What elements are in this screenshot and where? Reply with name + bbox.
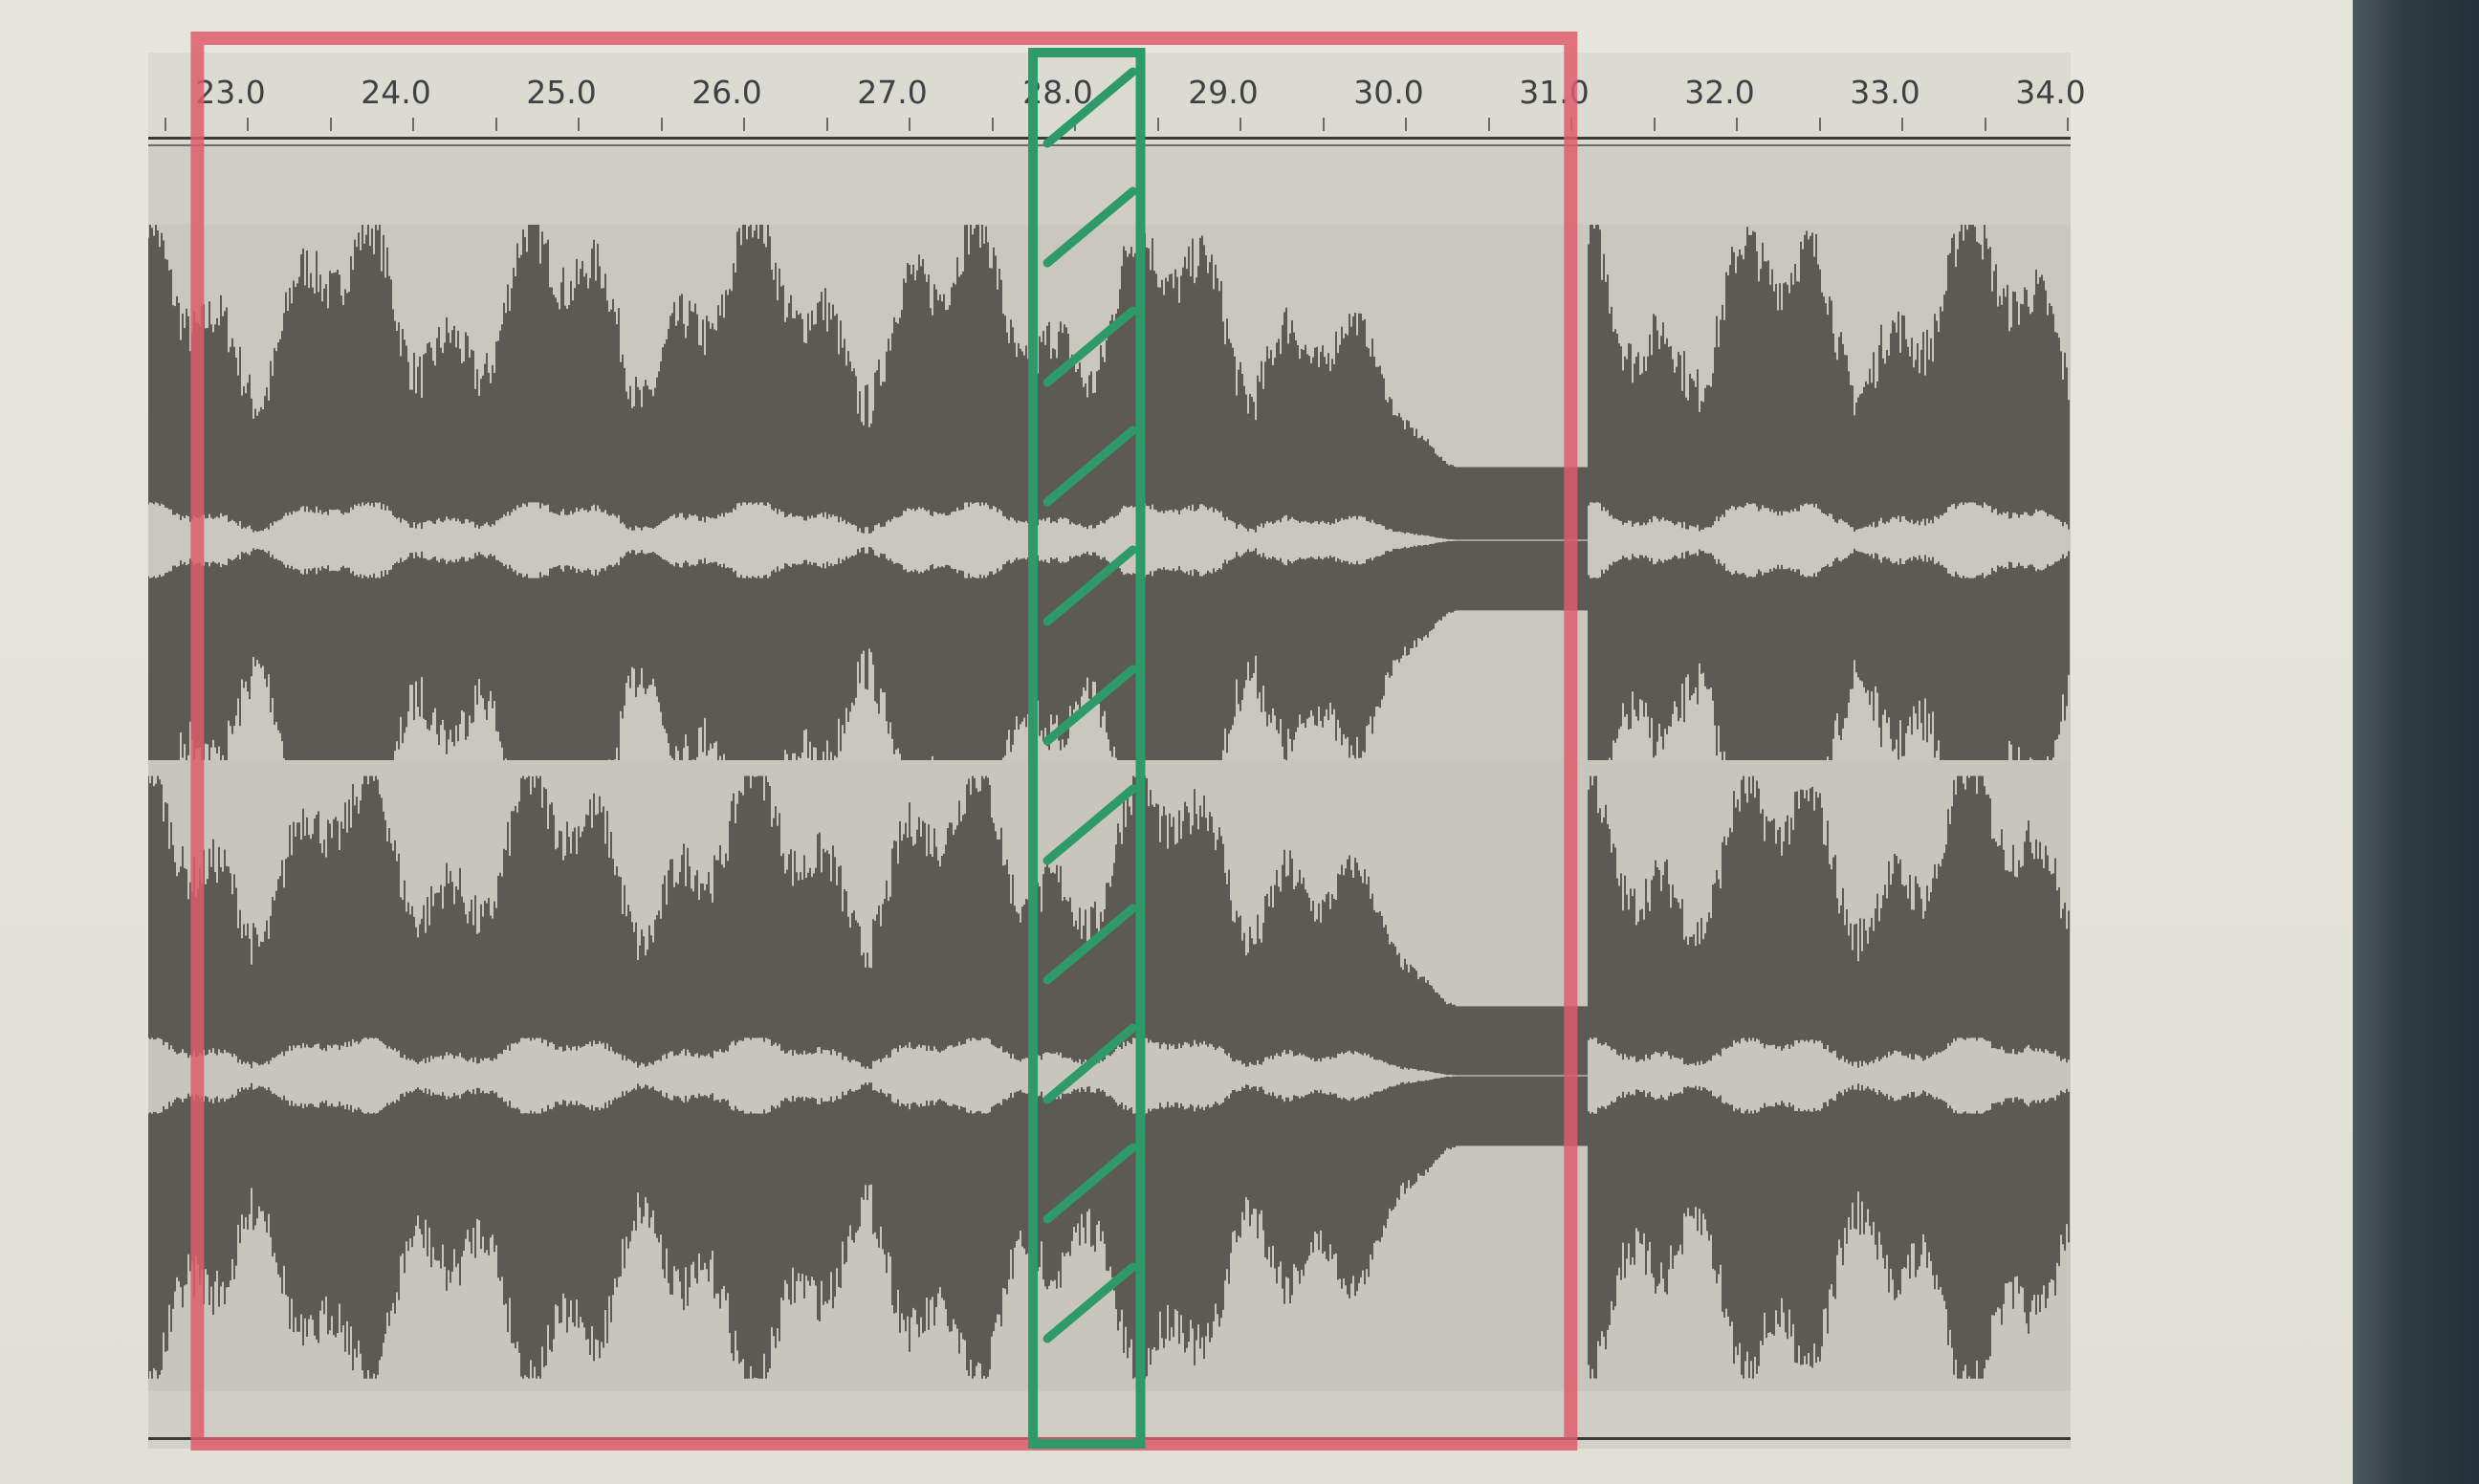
audio-editor-view: 23.0 24.0 25.0 26.0 27.0 28.0 29.0 30.0 … bbox=[147, 53, 2086, 1449]
hatch-stroke bbox=[1042, 665, 1137, 746]
waveform-peaks bbox=[147, 225, 2071, 1391]
ruler-tick bbox=[909, 118, 911, 131]
hatch-stroke bbox=[1042, 67, 1137, 148]
tick-label: 29.0 bbox=[1188, 74, 1259, 111]
tick-label: 34.0 bbox=[2015, 74, 2086, 111]
ruler-tick bbox=[1322, 118, 1325, 131]
waveform-channel-1 bbox=[147, 225, 2070, 843]
ruler-tick bbox=[1653, 118, 1656, 131]
ruler-tick bbox=[660, 118, 663, 131]
green-hatching bbox=[1042, 67, 1137, 1343]
ruler-divider bbox=[148, 137, 2071, 140]
hatch-stroke bbox=[1042, 904, 1137, 985]
hatch-stroke bbox=[1042, 545, 1137, 626]
ruler-tick bbox=[1405, 118, 1408, 131]
ruler-tick bbox=[1984, 118, 1986, 131]
ruler-tick bbox=[494, 118, 497, 131]
ruler-tick bbox=[578, 118, 581, 131]
ruler-tick bbox=[1156, 118, 1159, 131]
ruler-tick bbox=[2067, 118, 2070, 131]
ruler-tick bbox=[1736, 118, 1739, 131]
waveform-channel-2 bbox=[147, 775, 2070, 1379]
hatch-stroke bbox=[1042, 306, 1137, 387]
ruler-tick bbox=[412, 118, 415, 131]
ruler-tick bbox=[1240, 118, 1242, 131]
tick-label: 32.0 bbox=[1684, 74, 1755, 111]
ruler-tick bbox=[1818, 118, 1821, 131]
hatch-stroke bbox=[1042, 1262, 1137, 1343]
ruler-tick bbox=[164, 118, 166, 131]
waveform-track[interactable] bbox=[147, 148, 2071, 1439]
ruler-tick bbox=[247, 118, 250, 131]
tick-label: 31.0 bbox=[1519, 74, 1590, 111]
ruler-divider-2 bbox=[148, 144, 2071, 146]
tick-label: 25.0 bbox=[526, 74, 597, 111]
monitor-bezel bbox=[2353, 0, 2479, 1484]
hatch-stroke bbox=[1042, 1023, 1137, 1104]
timeline-ruler[interactable]: 23.0 24.0 25.0 26.0 27.0 28.0 29.0 30.0 … bbox=[148, 53, 2086, 146]
waveform bbox=[147, 225, 2071, 1391]
tick-label: 24.0 bbox=[361, 74, 431, 111]
hatch-stroke bbox=[1042, 784, 1137, 865]
hatch-stroke bbox=[1042, 426, 1137, 507]
ruler-tick bbox=[743, 118, 746, 131]
tick-label: 26.0 bbox=[691, 74, 762, 111]
tick-label: 30.0 bbox=[1353, 74, 1424, 111]
tick-label: 27.0 bbox=[857, 74, 928, 111]
red-selection-box bbox=[190, 32, 1578, 1451]
ruler-tick bbox=[1487, 118, 1490, 131]
ruler-tick bbox=[1901, 118, 1904, 131]
hatch-stroke bbox=[1042, 1143, 1137, 1224]
ruler-tick bbox=[991, 118, 994, 131]
tick-label: 33.0 bbox=[1850, 74, 1920, 111]
ruler-tick bbox=[825, 118, 828, 131]
ruler-tick bbox=[329, 118, 332, 131]
hatch-stroke bbox=[1042, 186, 1137, 268]
green-hatched-box bbox=[1028, 48, 1146, 1449]
tick-label: 23.0 bbox=[195, 74, 266, 111]
